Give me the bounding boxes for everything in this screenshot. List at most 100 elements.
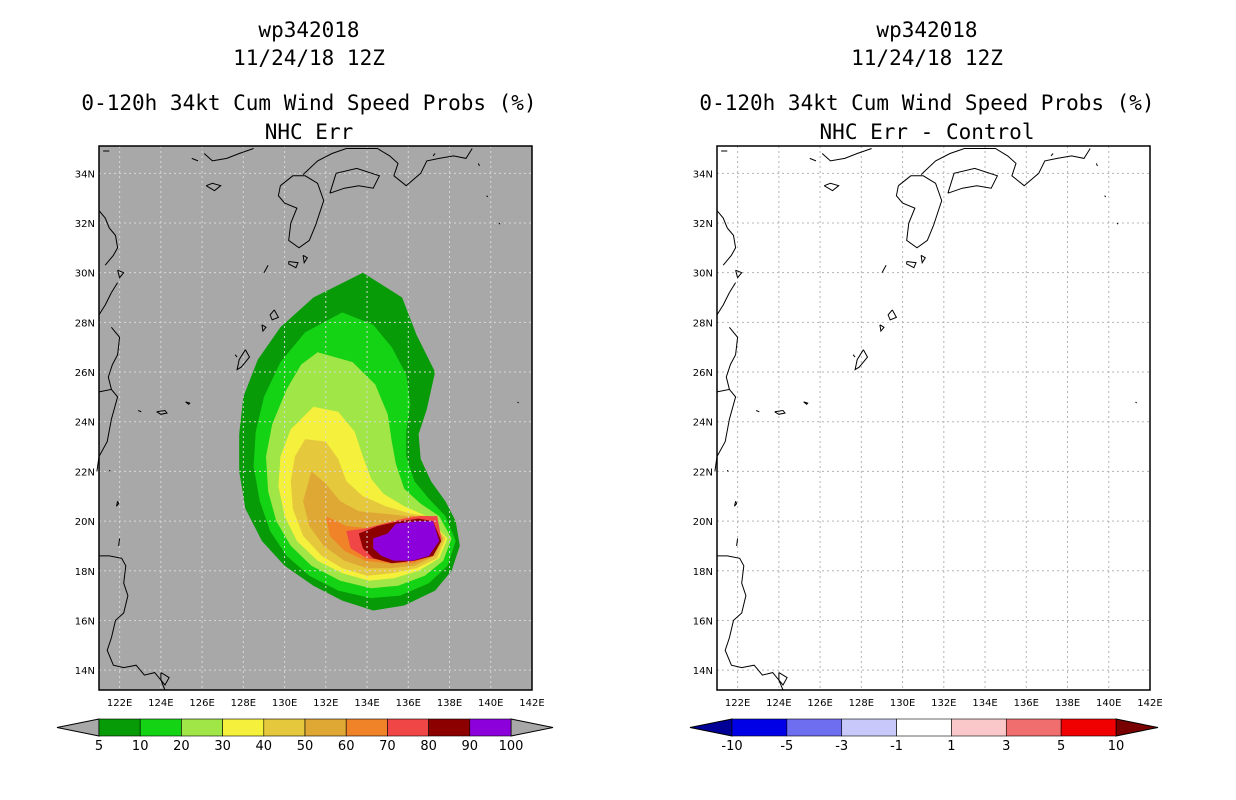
coastline [277, 175, 325, 249]
colorbar-swatch [181, 718, 223, 737]
storm-id-title: wp342018 [876, 18, 978, 42]
lat-tick-label: 28N [693, 318, 713, 329]
coastline [895, 175, 943, 249]
coastline [728, 282, 737, 293]
lat-tick-label: 26N [75, 368, 95, 379]
colorbar-swatch [304, 718, 347, 737]
colorbar-label: 10 [1108, 739, 1125, 754]
lat-tick-label: 32N [75, 219, 95, 230]
coastline [920, 254, 926, 265]
coastline [205, 182, 222, 192]
lon-tick-label: 122E [107, 698, 132, 709]
lon-tick-label: 142E [1137, 698, 1162, 709]
coastline [185, 401, 191, 405]
coastline [191, 157, 199, 162]
coastline [735, 269, 743, 279]
coastline [887, 309, 898, 321]
colorbar: 5 10 20 30 40 50 60 70 80 90 100 [56, 718, 554, 754]
coastline [947, 167, 999, 194]
right-panel: wp342018 11/24/18 12Z 0-120h 34kt Cum Wi… [618, 0, 1236, 800]
coastline [269, 309, 280, 321]
coastline [329, 167, 381, 194]
colorbar-label: -10 [721, 739, 742, 754]
colorbar-swatch [263, 718, 306, 737]
lon-tick-label: 122E [725, 698, 750, 709]
lat-tick-label: 14N [75, 666, 95, 677]
colorbar-over-arrow [1115, 718, 1159, 737]
coastline [99, 555, 166, 691]
coastline [108, 469, 111, 472]
probability-contour-90 [373, 521, 440, 561]
lat-tick-label: 24N [693, 418, 713, 429]
colorbar-swatch [139, 718, 182, 737]
colorbar-swatch [387, 718, 429, 737]
colorbar-swatch [951, 718, 1007, 737]
subtitle: NHC Err - Control [819, 120, 1035, 144]
colorbar-swatch [469, 718, 512, 737]
left-panel: wp342018 11/24/18 12Z 0-120h 34kt Cum Wi… [56, 18, 554, 754]
datetime-title: 11/24/18 12Z [851, 46, 1003, 70]
coastline [160, 672, 170, 686]
lat-tick-label: 30N [693, 269, 713, 280]
lon-tick-label: 126E [189, 698, 214, 709]
coastline [722, 227, 737, 266]
coastline [734, 501, 738, 507]
colorbar-label: 50 [297, 739, 314, 754]
probability-map: 122E 124E 126E 128E 130E 132E 134E 136E 138E 140E… [56, 145, 554, 754]
lat-tick-label: 14N [693, 666, 713, 677]
coastline [107, 326, 121, 390]
colorbar-label: -1 [890, 739, 903, 754]
colorbar-label: 30 [214, 739, 231, 754]
map-frame [98, 145, 533, 691]
coastline [809, 157, 817, 162]
colorbar-label: 10 [132, 739, 149, 754]
lon-tick-label: 128E [849, 698, 874, 709]
lat-tick-label: 30N [75, 269, 95, 280]
colorbar-swatch [731, 718, 788, 737]
lat-tick-label: 18N [75, 567, 95, 578]
coastline [1104, 195, 1107, 198]
coastline [477, 163, 480, 167]
lon-tick-label: 140E [1096, 698, 1121, 709]
lat-tick-label: 24N [75, 418, 95, 429]
lon-tick-label: 140E [478, 698, 503, 709]
colorbar-over-arrow [510, 718, 554, 737]
lon-tick-label: 136E [1014, 698, 1039, 709]
coastline [920, 148, 1091, 187]
coastline [717, 555, 784, 691]
lat-tick-label: 20N [693, 517, 713, 528]
colorbar-swatch [222, 718, 265, 737]
coastline [498, 222, 501, 225]
datetime-title: 11/24/18 12Z [233, 46, 385, 70]
map-area: 122E 124E 126E 128E 130E 132E 134E 136E 138E 140E… [75, 145, 545, 709]
coastline [156, 409, 168, 415]
colorbar-label: 1 [947, 739, 955, 754]
lon-tick-label: 132E [313, 698, 338, 709]
lat-tick-label: 34N [693, 169, 713, 180]
coastline [778, 672, 788, 686]
lon-tick-label: 134E [354, 698, 379, 709]
coastline [117, 269, 125, 279]
coastline [98, 210, 110, 229]
coastline [302, 148, 473, 187]
coastline [302, 254, 308, 265]
colorbar-swatch [896, 718, 952, 737]
coastline [432, 153, 436, 157]
lon-tick-label: 128E [231, 698, 256, 709]
lon-tick-label: 134E [972, 698, 997, 709]
lat-tick-label: 16N [693, 616, 713, 627]
colorbar-under-arrow [689, 718, 733, 737]
map-background [717, 146, 1150, 690]
coastline [104, 227, 119, 266]
coastline [138, 410, 142, 413]
coastline [821, 148, 872, 162]
lon-tick-label: 124E [766, 698, 791, 709]
map-frame [716, 145, 1151, 691]
coastline [1095, 163, 1098, 167]
product-title: 0-120h 34kt Cum Wind Speed Probs (%) [81, 91, 537, 115]
colorbar-swatch [786, 718, 843, 737]
colorbar-swatch [1005, 718, 1062, 737]
colorbar-label: 60 [338, 739, 355, 754]
lat-tick-label: 16N [75, 616, 95, 627]
coastline [236, 349, 251, 371]
